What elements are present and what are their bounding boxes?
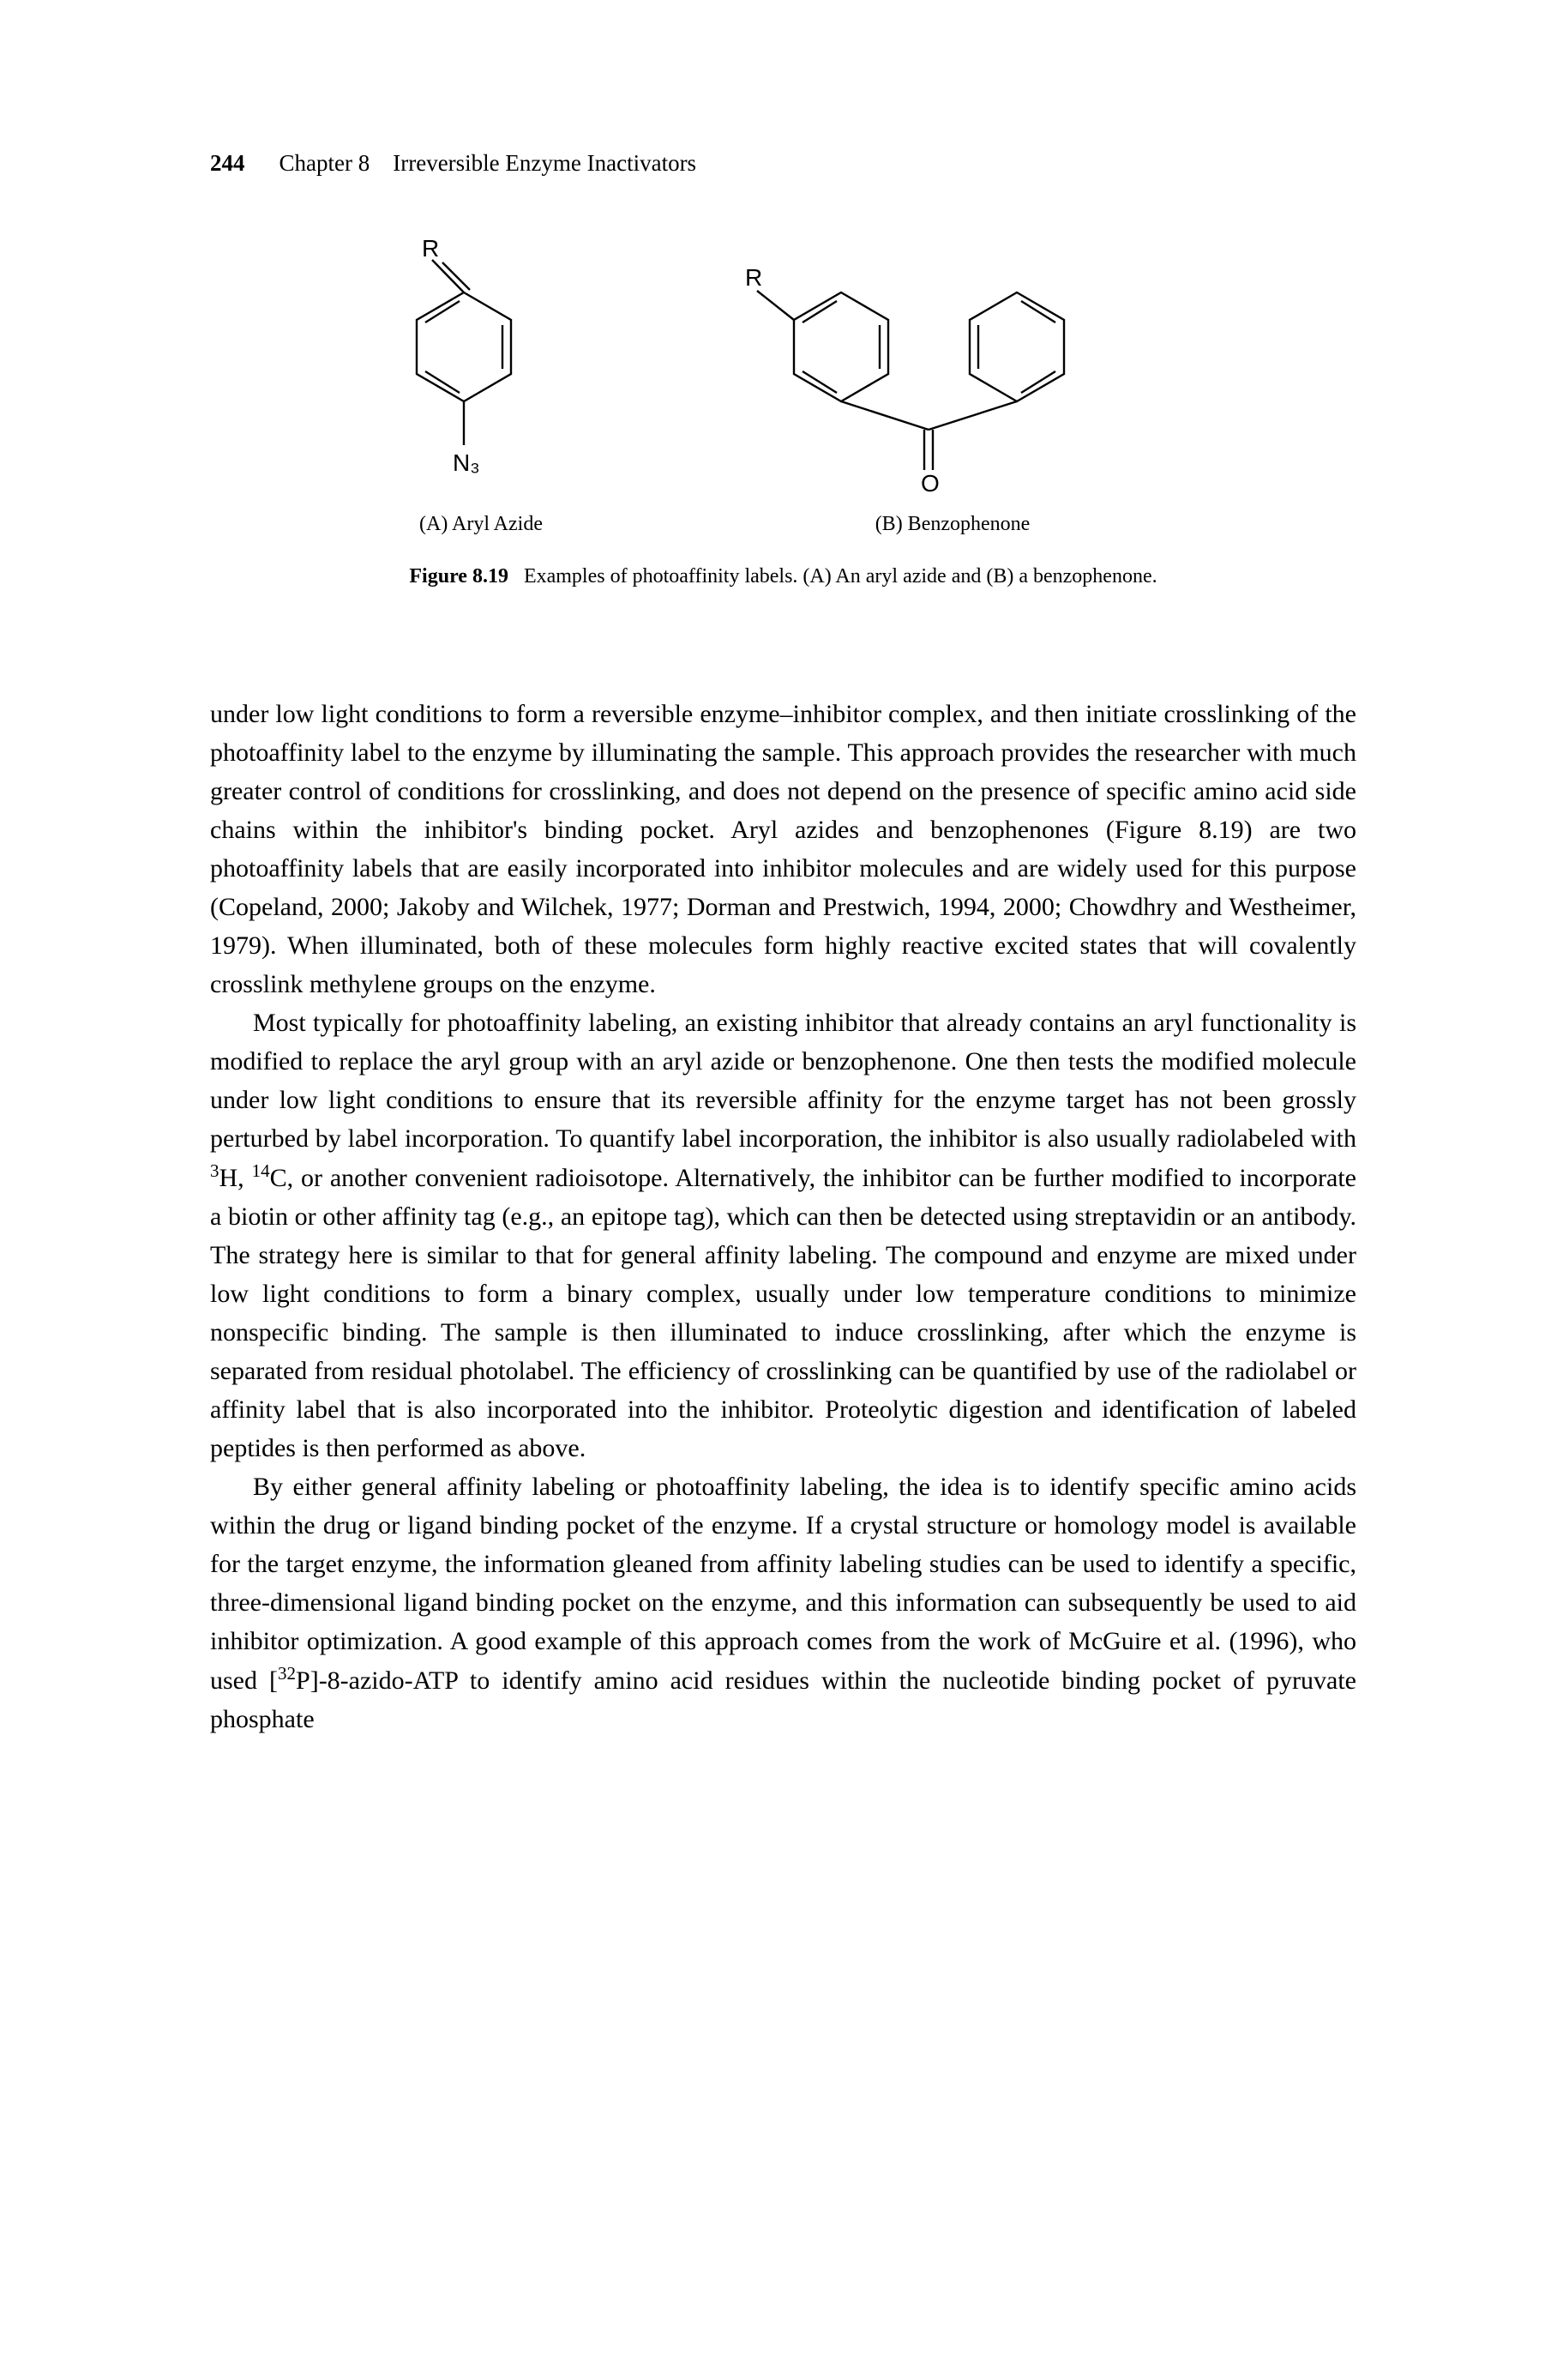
page-number: 244 — [210, 146, 245, 181]
aryl-azide-structure: R N₃ — [374, 232, 588, 498]
structure-b-caption: (B) Benzophenone — [875, 509, 1031, 539]
r-label: R — [422, 235, 439, 262]
figure-caption: Figure 8.19 Examples of photoaffinity la… — [312, 561, 1255, 592]
structure-a-caption: (A) Aryl Azide — [419, 509, 543, 539]
o-label: O — [921, 470, 940, 497]
figure-8-19: R N₃ (A) Aryl Azide — [312, 232, 1255, 592]
chapter-label: Chapter 8 — [280, 150, 370, 176]
chemical-structures-row: R N₃ (A) Aryl Azide — [312, 232, 1255, 539]
page-header: 244 Chapter 8 Irreversible Enzyme Inacti… — [210, 146, 1356, 181]
paragraph-3: By either general affinity labeling or p… — [210, 1467, 1356, 1738]
r-label-b: R — [745, 264, 762, 291]
chapter-title: Irreversible Enzyme Inactivators — [393, 150, 696, 176]
paragraph-2: Most typically for photoaffinity labelin… — [210, 1003, 1356, 1467]
paragraph-1: under low light conditions to form a rev… — [210, 695, 1356, 1003]
benzophenone-structure: R O — [712, 232, 1193, 498]
n3-label: N₃ — [453, 449, 480, 476]
figure-caption-text: Examples of photoaffinity labels. (A) An… — [524, 565, 1157, 587]
structure-b-block: R O (B) Benzophenone — [712, 232, 1193, 539]
figure-caption-label: Figure 8.19 — [409, 565, 508, 587]
body-text: under low light conditions to form a rev… — [210, 695, 1356, 1738]
chapter-info: Chapter 8 Irreversible Enzyme Inactivato… — [280, 146, 697, 181]
structure-a-block: R N₃ (A) Aryl Azide — [374, 232, 588, 539]
